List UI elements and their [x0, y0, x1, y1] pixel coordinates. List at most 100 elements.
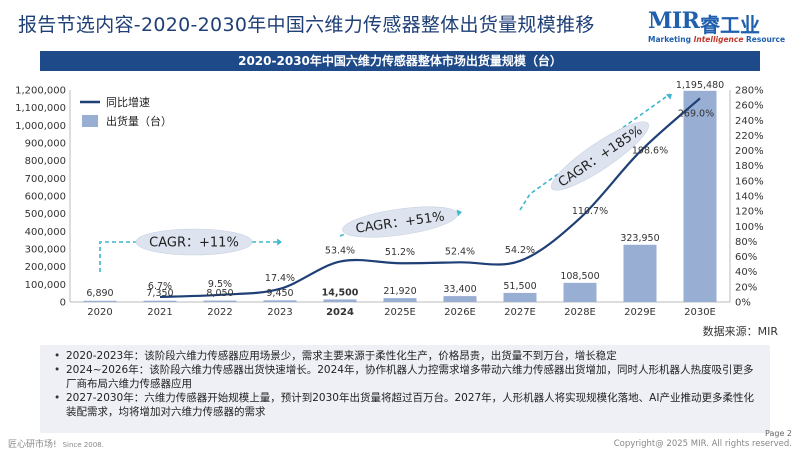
- copyright: Copyright@ 2025 MIR. All rights reserved…: [613, 439, 792, 449]
- logo-brand-cn: 睿工业: [700, 13, 760, 37]
- y-right-tick-label: 60%: [735, 252, 757, 263]
- y-left-tick-label: 800,000: [25, 156, 66, 167]
- bar-value-label: 1,195,480: [676, 80, 724, 91]
- note-item: 2024~2026年：该阶段六维力传感器出货快速增长。2024年，协作机器人力控…: [54, 363, 760, 391]
- y-right-tick-label: 80%: [735, 237, 757, 248]
- x-tick-label: 2029E: [624, 307, 656, 318]
- bar-value-label: 21,920: [383, 286, 416, 297]
- y-right-tick-label: 100%: [735, 222, 764, 233]
- growth-rate-label: 53.4%: [325, 246, 355, 257]
- y-right-tick-label: 220%: [735, 131, 764, 142]
- legend-bar-label: 出货量（台）: [106, 114, 172, 128]
- data-source: 数据来源：MIR: [702, 325, 778, 338]
- y-left-tick-label: 0: [60, 298, 66, 309]
- x-tick-label: 2020: [87, 307, 112, 318]
- chart-banner: 2020-2030年中国六维力传感器整体市场出货量规模（台）: [40, 51, 760, 71]
- bar-2025E: [383, 298, 417, 302]
- y-left-tick-label: 1,000,000: [15, 121, 66, 132]
- y-right-tick-label: 280%: [735, 86, 764, 97]
- logo-tagline: Marketing Intelligence Resource: [648, 35, 786, 44]
- bar-2020: [83, 300, 117, 302]
- x-tick-label: 2025E: [384, 307, 416, 318]
- bar-value-label: 323,950: [620, 233, 659, 244]
- bar-2030E: [683, 90, 717, 303]
- cagr-bubble-1: [135, 228, 253, 256]
- growth-rate-label: 198.6%: [632, 146, 668, 157]
- y-right-tick-label: 40%: [735, 267, 757, 278]
- cagr-bubble-3: [551, 121, 649, 191]
- bar-value-label: 51,500: [503, 281, 536, 292]
- bar-value-label: 8,050: [206, 288, 233, 299]
- y-right-tick-label: 140%: [735, 192, 764, 203]
- notes-box: 2020-2023年：该阶段六维力传感器应用场景少，需求主要来源于柔性化生产，价…: [40, 345, 770, 433]
- footer-slogan: 匠心研市场! Since 2008.: [8, 440, 104, 450]
- y-right-tick-label: 20%: [735, 282, 757, 293]
- growth-rate-label: 110.7%: [572, 206, 608, 217]
- x-tick-label: 2026E: [444, 307, 476, 318]
- y-left-tick-label: 700,000: [25, 174, 66, 185]
- bar-value-label: 14,500: [322, 287, 359, 298]
- y-right-tick-label: 200%: [735, 146, 764, 157]
- report-title: 报告节选内容-2020-2030年中国六维力传感器整体出货量规模推移: [18, 14, 595, 36]
- y-left-tick-label: 500,000: [25, 209, 66, 220]
- y-left-tick-label: 100,000: [25, 280, 66, 291]
- cagr-label-3: CAGR：+185%: [556, 123, 646, 190]
- growth-rate-label: 52.4%: [445, 246, 475, 257]
- bar-2022: [203, 300, 237, 302]
- legend-bar-swatch: [82, 115, 98, 127]
- note-item: 2027-2030年：六维力传感器开始规模上量，预计到2030年出货量将超过百万…: [54, 391, 760, 419]
- y-right-tick-label: 0%: [735, 298, 751, 309]
- y-left-tick-label: 1,200,000: [15, 86, 66, 97]
- growth-rate-line: [159, 97, 701, 299]
- mir-logo: MIR 睿工业 Marketing Intelligence Resource: [648, 8, 785, 48]
- bar-value-label: 7,350: [146, 288, 173, 299]
- growth-rate-label: 9.5%: [208, 279, 232, 290]
- legend-line-label: 同比增速: [106, 95, 150, 109]
- cagr-arrowhead-2: [456, 209, 462, 217]
- bar-2029E: [623, 244, 657, 302]
- y-left-tick-label: 300,000: [25, 245, 66, 256]
- x-tick-label: 2024: [326, 307, 354, 318]
- shipment-chart: 0 100,000 200,000 300,000 400,000 500,000 600,…: [15, 80, 764, 318]
- y-left-tick-label: 1,100,000: [15, 103, 66, 114]
- y-right-tick-label: 160%: [735, 176, 764, 187]
- x-tick-label: 2023: [267, 307, 292, 318]
- y-left-tick-label: 600,000: [25, 192, 66, 203]
- bar-2023: [263, 300, 297, 302]
- bar-value-label: 6,890: [86, 288, 113, 299]
- bar-value-label: 9,450: [266, 288, 293, 299]
- bar-value-label: 33,400: [443, 284, 476, 295]
- growth-rate-label: 17.4%: [265, 273, 295, 284]
- cagr-bubble-2: [342, 206, 458, 238]
- y-left-tick-label: 900,000: [25, 139, 66, 150]
- x-tick-label: 2028E: [564, 307, 596, 318]
- y-right-tick-label: 260%: [735, 101, 764, 112]
- y-right-tick-label: 180%: [735, 161, 764, 172]
- bar-value-label: 108,500: [560, 271, 599, 282]
- cagr-label-1: CAGR：+11%: [149, 236, 239, 251]
- y-right-tick-label: 120%: [735, 207, 764, 218]
- cagr-bubble-group-2: CAGR：+51%: [342, 206, 458, 238]
- growth-rate-label: 51.2%: [385, 247, 415, 258]
- x-tick-label: 2030E: [684, 307, 716, 318]
- bar-2024: [323, 299, 357, 302]
- page-number: Page 2: [765, 429, 792, 438]
- x-tick-label: 2027E: [504, 307, 536, 318]
- growth-rate-label: 54.2%: [505, 245, 535, 256]
- cagr-arrow-3: [519, 93, 671, 211]
- x-tick-label: 2022: [207, 307, 232, 318]
- growth-rate-label: 269.0%: [678, 108, 714, 119]
- note-item: 2020-2023年：该阶段六维力传感器应用场景少，需求主要来源于柔性化生产，价…: [54, 349, 760, 363]
- cagr-arrowhead-3: [666, 94, 672, 100]
- growth-rate-label: 6.7%: [148, 281, 172, 292]
- x-tick-label: 2021: [147, 307, 172, 318]
- bar-2028E: [563, 282, 597, 302]
- y-right-tick-label: 240%: [735, 116, 764, 127]
- bar-2027E: [503, 292, 537, 302]
- y-left-tick-label: 400,000: [25, 227, 66, 238]
- bar-2021: [143, 300, 177, 302]
- y-left-tick-label: 200,000: [25, 262, 66, 273]
- bar-2026E: [443, 296, 477, 302]
- cagr-arrowhead-1: [277, 238, 282, 246]
- logo-brand: MIR: [648, 8, 700, 34]
